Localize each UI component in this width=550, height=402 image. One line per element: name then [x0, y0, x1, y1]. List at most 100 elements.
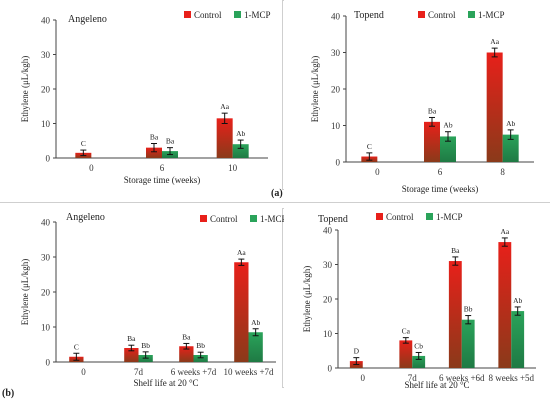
legend-label-control: Control — [428, 10, 456, 20]
significance-letter: Ba — [166, 137, 175, 146]
bar-mcp — [248, 332, 263, 362]
x-tick-label: 0 — [375, 167, 380, 177]
x-axis-label: Storage time (weeks) — [402, 184, 478, 194]
significance-letter: Ab — [506, 119, 515, 128]
legend-label-control: Control — [210, 214, 238, 224]
panel-title: Angeleno — [66, 212, 105, 223]
legend-swatch-control — [376, 213, 383, 220]
panel-letter-a: (a) — [271, 188, 283, 199]
y-tick-label: 40 — [331, 12, 341, 22]
y-tick-label: 0 — [336, 158, 341, 168]
significance-letter: Ba — [428, 106, 437, 115]
y-axis-label: Ethylene (μL/kgh) — [20, 56, 30, 123]
bar-control — [146, 147, 162, 158]
y-tick-label: 10 — [41, 323, 51, 333]
significance-letter: Ba — [451, 246, 460, 255]
significance-letter: Bb — [464, 305, 473, 314]
bar-mcp — [461, 319, 475, 368]
x-tick-label: 0 — [361, 373, 366, 383]
legend-swatch-control — [418, 11, 425, 18]
x-tick-label: 8 weeks +5d — [488, 373, 534, 383]
y-tick-label: 0 — [328, 364, 333, 374]
significance-letter: C — [74, 342, 79, 351]
legend-swatch-mcp — [426, 213, 433, 220]
bar-mcp — [412, 355, 426, 368]
chart-angeleno-shelflife: 0 10 20 30 40 Ethylene (μL/kgh) Shelf life at … — [0, 204, 287, 389]
bar-mcp — [502, 134, 519, 162]
bar-control — [424, 121, 440, 162]
significance-letter: Ab — [513, 296, 522, 305]
x-tick-label: 10 weeks +7d — [223, 367, 274, 377]
y-tick-label: 30 — [41, 50, 51, 60]
y-axis-label: Ethylene (μL/kgh) — [310, 56, 320, 123]
chart-svg: 0 10 20 30 40 Ethylene (μL/kgh) Storage time (… — [20, 10, 271, 185]
bar-control — [124, 348, 139, 362]
y-tick-label: 30 — [323, 260, 333, 270]
chart-svg: 0 10 20 30 40 Ethylene (μL/kgh) Shelf life at … — [20, 212, 287, 388]
x-tick-label: 8 — [500, 167, 505, 177]
significance-letter: Cb — [414, 341, 423, 350]
y-tick-label: 40 — [323, 226, 333, 236]
legend-swatch-control — [200, 215, 207, 222]
significance-letter: C — [81, 139, 86, 148]
significance-letter: Bb — [141, 341, 150, 350]
significance-letter: D — [354, 347, 360, 356]
y-tick-label: 30 — [331, 48, 341, 58]
y-tick-label: 30 — [41, 253, 51, 263]
x-tick-label: 7d — [408, 373, 418, 383]
y-tick-label: 40 — [41, 218, 51, 228]
x-axis-label: Shelf life at 20 °C — [133, 378, 198, 388]
y-tick-label: 0 — [46, 154, 51, 164]
panel-title: Topend — [354, 10, 384, 21]
significance-letter: Ab — [236, 129, 245, 138]
significance-letter: Ab — [443, 121, 452, 130]
legend-label-mcp: 1-MCP — [260, 214, 287, 224]
legend-swatch-control — [184, 11, 191, 18]
bar-control — [498, 242, 512, 368]
significance-letter: Ba — [182, 332, 191, 341]
legend-swatch-mcp — [468, 11, 475, 18]
significance-letter: C — [367, 142, 372, 151]
y-tick-label: 20 — [41, 85, 51, 95]
panel-letter-b: (b) — [2, 388, 15, 399]
x-axis-label: Shelf life at 20 °C — [404, 380, 469, 390]
legend-swatch-mcp — [234, 11, 241, 18]
y-tick-label: 10 — [41, 119, 51, 129]
x-tick-label: 0 — [81, 367, 86, 377]
significance-letter: Aa — [220, 102, 229, 111]
bar-mcp — [511, 311, 525, 368]
x-axis-label: Storage time (weeks) — [124, 175, 200, 185]
bar-control — [399, 340, 413, 368]
x-tick-label: 6 weeks +6d — [439, 373, 485, 383]
x-tick-label: 6 — [160, 163, 165, 173]
significance-letter: Bb — [196, 341, 205, 350]
bar-control — [179, 346, 194, 362]
legend-label-control: Control — [194, 10, 222, 20]
y-tick-label: 0 — [46, 358, 51, 368]
bar-control — [486, 52, 503, 162]
legend-label-mcp: 1-MCP — [478, 10, 505, 20]
x-tick-label: 10 — [228, 163, 238, 173]
bar-control — [234, 262, 249, 362]
panel-title: Angeleno — [68, 14, 107, 25]
y-tick-label: 20 — [331, 85, 341, 95]
bar-control — [216, 118, 233, 158]
x-tick-label: 6 weeks +7d — [171, 367, 217, 377]
significance-letter: Ba — [150, 133, 159, 142]
y-axis-label: Ethylene (μL/kgh) — [20, 259, 30, 326]
bar-mcp — [440, 136, 456, 162]
chart-svg: 0 10 20 30 40 Ethylene (μL/kgh) Shelf life at … — [302, 212, 536, 390]
x-tick-label: 6 — [438, 167, 443, 177]
y-axis-label: Ethylene (μL/kgh) — [302, 266, 312, 333]
legend-label-mcp: 1-MCP — [244, 10, 271, 20]
significance-letter: Aa — [490, 37, 499, 46]
panel-divider — [0, 202, 550, 203]
significance-letter: Aa — [237, 248, 246, 257]
bar-mcp — [232, 144, 249, 158]
y-tick-label: 20 — [41, 288, 51, 298]
chart-angeleno-storage: 0 10 20 30 40 Ethylene (μL/kgh) Storage time (… — [0, 0, 278, 190]
chart-topend-storage: 0 10 20 30 40 Ethylene (μL/kgh) Storage time (… — [284, 0, 546, 194]
chart-svg: 0 10 20 30 40 Ethylene (μL/kgh) Storage time (… — [310, 10, 534, 194]
x-tick-label: 0 — [89, 163, 94, 173]
significance-letter: Ab — [251, 318, 260, 327]
